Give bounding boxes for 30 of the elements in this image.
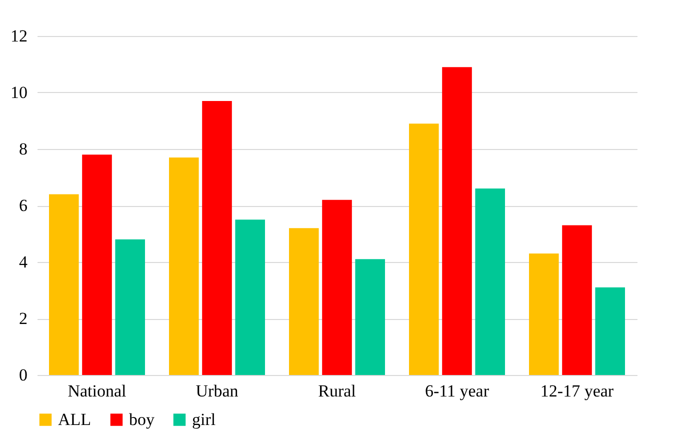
y-tick-label: 12: [10, 26, 28, 46]
y-tick-label: 0: [19, 366, 28, 384]
y-tick-label: 2: [19, 309, 28, 328]
bar: [235, 220, 265, 375]
x-tick-label: 12-17 year: [540, 382, 614, 400]
legend-label: boy: [129, 410, 155, 429]
bar: [169, 157, 199, 375]
bar: [355, 259, 385, 375]
bar: [409, 124, 439, 375]
y-tick-label: 10: [10, 83, 28, 102]
bar: [322, 200, 352, 375]
x-tick-label: National: [68, 382, 127, 400]
y-tick-label: 4: [19, 252, 28, 272]
bar: [49, 194, 79, 375]
bar: [562, 225, 592, 375]
legend-label: ALL: [58, 410, 92, 429]
x-tick-label: Rural: [318, 382, 356, 400]
y-tick-label: 8: [19, 140, 28, 158]
legend-label: girl: [192, 410, 216, 429]
bar: [529, 254, 559, 375]
bar: [475, 188, 505, 375]
bar: [289, 228, 319, 375]
bar: [82, 154, 112, 375]
x-tick-label: Urban: [196, 382, 239, 400]
y-tick-label: 6: [19, 196, 28, 215]
bar: [202, 100, 232, 375]
x-tick-label: 6-11 year: [424, 382, 490, 400]
bar: [442, 67, 472, 375]
bar: [115, 239, 145, 375]
bar: [595, 287, 625, 375]
